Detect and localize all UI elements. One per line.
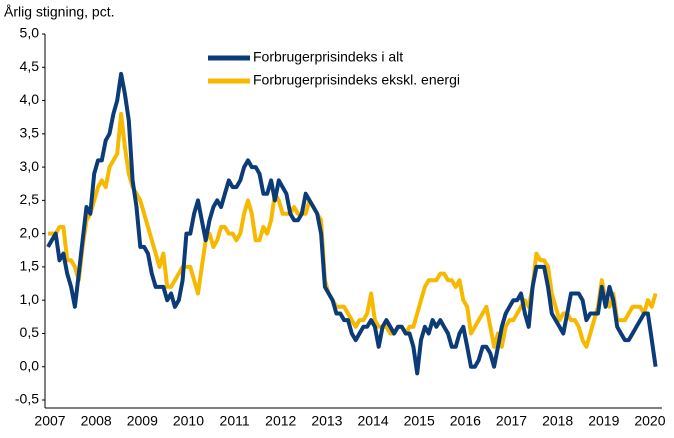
- x-tick-label: 2018: [542, 413, 573, 429]
- y-tick-label: 2,5: [20, 191, 40, 207]
- x-tick-label: 2011: [220, 413, 250, 429]
- legend-label: Forbrugerprisindeks ekskl. energi: [253, 72, 460, 88]
- x-tick-label: 2010: [173, 413, 204, 429]
- x-tick-label: 2013: [311, 413, 342, 429]
- series-line: [46, 71, 658, 376]
- y-tick-label: 0,5: [20, 324, 40, 340]
- x-tick-label: 2007: [34, 413, 65, 429]
- y-tick-label: 4,0: [20, 91, 40, 107]
- y-tick-label: 5,0: [20, 25, 40, 41]
- y-tick-label: 0,0: [20, 357, 40, 373]
- y-tick-label: 4,5: [20, 58, 40, 74]
- x-tick-label: 2016: [450, 413, 481, 429]
- x-tick-label: 2015: [404, 413, 435, 429]
- y-tick-label: 3,0: [20, 158, 40, 174]
- legend-label: Forbrugerprisindeks i alt: [253, 49, 403, 65]
- x-tick-label: 2019: [588, 413, 619, 429]
- x-tick-label: 2017: [496, 413, 527, 429]
- series-line: [48, 111, 658, 349]
- y-tick-label: 1,5: [20, 258, 40, 274]
- y-tick-label: 1,0: [20, 291, 40, 307]
- x-tick-label: 2009: [127, 413, 158, 429]
- y-tick-label: 3,5: [20, 125, 40, 141]
- y-tick-label: -0,5: [15, 391, 39, 407]
- y-tick-label: 2,0: [20, 224, 40, 240]
- y-axis-label: Årlig stigning, pct.: [4, 4, 115, 20]
- x-tick-label: 2008: [81, 413, 112, 429]
- x-tick-label: 2014: [357, 413, 388, 429]
- x-tick-label: 2012: [265, 413, 296, 429]
- x-tick-label: 2020: [634, 413, 665, 429]
